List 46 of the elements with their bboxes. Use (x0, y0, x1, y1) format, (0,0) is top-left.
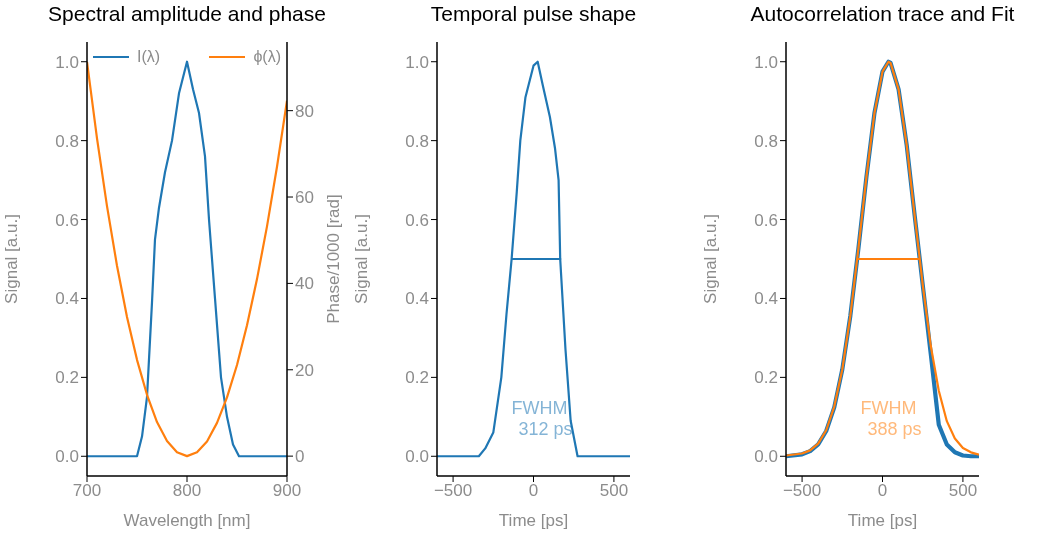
y-tick-label: 0.0 (405, 447, 429, 467)
x-tick-label: 500 (948, 481, 978, 501)
y-tick-label: 0.4 (754, 289, 778, 309)
x-tick-label: 0 (528, 481, 539, 501)
y-tick-label: 0.8 (405, 131, 429, 151)
y-tick-label: 0.2 (754, 368, 778, 388)
y-tick-label: 0.2 (55, 368, 79, 388)
y-tick-label: 0.6 (754, 210, 778, 230)
chart-title: Temporal pulse shape (430, 2, 637, 26)
y2-tick-label: 0 (295, 447, 305, 467)
x-tick-label: 500 (599, 481, 629, 501)
legend-label: ϕ(λ) (253, 48, 281, 66)
x-tick-label: 700 (72, 481, 102, 501)
y-tick-label: 0.8 (754, 131, 778, 151)
y-tick-label: 0.4 (405, 289, 429, 309)
y2-axis-title: Phase/1000 [rad] (324, 194, 344, 324)
y2-tick-label: 80 (295, 101, 314, 121)
x-tick-label: −500 (782, 481, 822, 501)
y2-tick-label: 20 (295, 360, 314, 380)
x-axis-title: Wavelength [nm] (123, 511, 251, 530)
legend-label: I(λ) (137, 48, 161, 66)
chart-title: Spectral amplitude and phase (48, 2, 326, 26)
y-tick-label: 0.0 (754, 447, 778, 467)
x-tick-label: 900 (272, 481, 302, 501)
y-tick-label: 0.4 (55, 289, 79, 309)
y-tick-label: 1.0 (55, 52, 79, 72)
y-tick-label: 1.0 (754, 52, 778, 72)
x-tick-label: 0 (877, 481, 888, 501)
x-tick-label: 800 (172, 481, 202, 501)
y2-tick-label: 60 (295, 188, 314, 208)
chart-title: Autocorrelation trace and Fit (750, 2, 1015, 26)
annotation: FWHM 312 ps (511, 398, 573, 439)
y-axis-title: Signal [a.u.] (701, 214, 721, 304)
y-tick-label: 0.8 (55, 131, 79, 151)
y-tick-label: 1.0 (405, 52, 429, 72)
x-axis-title: Time [ps] (847, 511, 918, 530)
annotation: FWHM 388 ps (860, 398, 922, 439)
y-axis-title: Signal [a.u.] (352, 214, 372, 304)
y-tick-label: 0.0 (55, 447, 79, 467)
y-axis-title: Signal [a.u.] (2, 214, 22, 304)
y-tick-label: 0.6 (55, 210, 79, 230)
y-tick-label: 0.6 (405, 210, 429, 230)
x-tick-label: −500 (433, 481, 473, 501)
x-axis-title: Time [ps] (498, 511, 569, 530)
y2-tick-label: 40 (295, 274, 314, 294)
y-tick-label: 0.2 (405, 368, 429, 388)
